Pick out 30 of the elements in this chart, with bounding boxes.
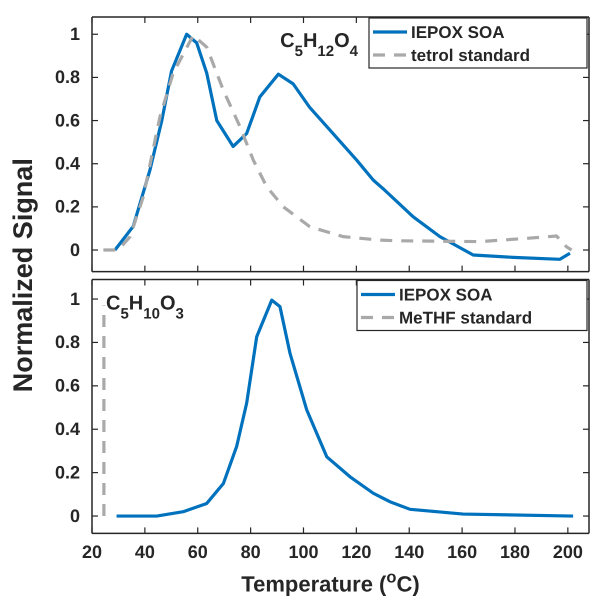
x-tick-label: 200 [552, 542, 583, 562]
annotation: C$_{5}$H$_{12}$O$_{4}$ [280, 30, 359, 60]
y-tick-label: 1 [70, 288, 80, 309]
y-tick-label: 0.6 [54, 376, 80, 396]
legend-label: MeTHF standard [399, 308, 532, 328]
legend-label: IEPOX SOA [399, 286, 493, 304]
x-tick-label: 180 [500, 542, 530, 562]
y-tick-label: 1 [70, 24, 80, 44]
x-tick-label: 100 [288, 542, 319, 562]
y-tick-label: 0.2 [54, 196, 80, 217]
y-tick-label: 0 [70, 506, 80, 526]
x-tick-label: 140 [394, 542, 424, 562]
y-tick-label: 0.6 [54, 110, 80, 130]
y-axis-title: Normalized Signal [8, 158, 38, 392]
x-tick-label: 80 [240, 542, 261, 562]
y-tick-label: 0.4 [54, 418, 80, 439]
x-tick-label: 40 [134, 542, 155, 562]
x-tick-label: 160 [447, 542, 478, 562]
x-tick-label: 60 [188, 542, 208, 562]
x-tick-label: 20 [82, 542, 102, 562]
y-tick-label: 0.4 [54, 153, 80, 174]
y-tick-label: 0.8 [54, 332, 80, 352]
x-axis-title: Temperature ($^{o}$C) [241, 568, 420, 596]
legend-label: IEPOX SOA [411, 23, 505, 42]
y-tick-label: 0.8 [54, 67, 80, 88]
annotation: C$_{5}$H$_{10}$O$_{3}$ [106, 292, 184, 322]
legend-label: tetrol standard [411, 46, 530, 65]
y-tick-label: 0 [70, 240, 80, 260]
x-tick-label: 120 [341, 542, 372, 562]
y-tick-label: 0.2 [54, 462, 80, 482]
